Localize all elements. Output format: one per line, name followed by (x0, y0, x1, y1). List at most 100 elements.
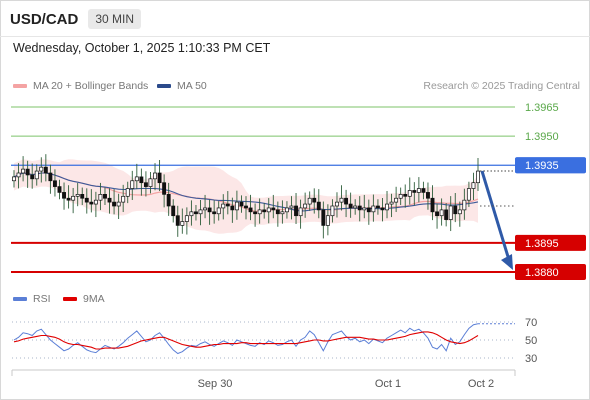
candle (43, 154, 48, 182)
candle-body (448, 205, 453, 220)
candle-body (339, 197, 344, 203)
candle-body (262, 209, 267, 213)
candle-body (198, 209, 203, 215)
candle-body (330, 205, 335, 217)
ma20-swatch (13, 84, 27, 88)
rsi-tick-30: 30 (525, 353, 537, 365)
candle-body (39, 166, 44, 172)
candle (407, 177, 412, 205)
candle (125, 181, 130, 204)
credit-text: Research © 2025 Trading Central (423, 80, 580, 92)
candle-body (476, 170, 480, 184)
candle-body (52, 180, 57, 187)
candle (357, 196, 362, 222)
candle-body (380, 207, 385, 211)
header-divider (0, 36, 590, 37)
candle (439, 198, 444, 226)
candle-body (116, 201, 121, 207)
candle-body (212, 211, 217, 215)
candle-body (143, 182, 148, 187)
candle-body (271, 207, 276, 211)
candle (30, 163, 35, 189)
legend-9ma-label: 9MA (83, 293, 105, 305)
candle-body (57, 186, 62, 193)
candle (121, 184, 126, 213)
forecast-arrow-shaft (480, 170, 511, 261)
candle (444, 203, 449, 227)
candle-body (357, 205, 362, 211)
candle (93, 191, 98, 218)
candle (476, 158, 480, 192)
candle-body (430, 197, 435, 213)
candle-body (457, 209, 462, 215)
candle (335, 192, 339, 218)
candle (257, 198, 262, 224)
candle-body (207, 207, 212, 213)
candle-body (234, 201, 239, 211)
candle-body (462, 199, 467, 211)
candle-body (75, 194, 80, 197)
candle (266, 198, 271, 224)
candle (398, 187, 403, 206)
candle-body (303, 203, 308, 209)
legend-rsi-label: RSI (33, 293, 51, 305)
candle (412, 182, 417, 206)
candle (39, 157, 44, 183)
candle-body (312, 197, 317, 203)
candle (103, 187, 107, 206)
candle (225, 191, 230, 215)
candle-body (121, 195, 126, 203)
candle (198, 199, 203, 226)
candle (25, 160, 30, 188)
candle-body (21, 168, 26, 174)
candle (162, 174, 167, 208)
legend-ma50: MA 50 (157, 80, 207, 92)
candle-body (407, 190, 412, 197)
candle-body (294, 205, 298, 217)
candle (321, 201, 326, 239)
candle (21, 156, 26, 182)
candle (435, 203, 440, 229)
candle (166, 182, 171, 216)
candle (80, 187, 85, 206)
candle-body (43, 166, 48, 174)
candle (453, 192, 458, 223)
candle-body (171, 205, 176, 217)
candle-body (34, 170, 39, 180)
candle (312, 188, 317, 214)
candle (362, 194, 367, 219)
candle-body (453, 205, 458, 215)
candle-body (253, 211, 258, 215)
candle-body (394, 197, 399, 203)
candle-body (84, 197, 89, 203)
candle (148, 172, 153, 194)
candle (416, 177, 421, 203)
candle (325, 204, 330, 236)
candle-body (325, 215, 330, 226)
pivot-label: 1.3935 (525, 160, 559, 172)
candle-body (244, 205, 248, 209)
candle-body (162, 182, 167, 195)
candle (230, 197, 235, 223)
candle (280, 200, 285, 224)
candle-body (366, 207, 371, 213)
candle (75, 182, 80, 207)
candle (239, 195, 244, 213)
candle (84, 188, 89, 214)
candle-body (471, 182, 476, 189)
candle (294, 192, 298, 225)
candle (348, 192, 353, 218)
candle (89, 189, 94, 213)
candle (171, 199, 176, 223)
timeframe-badge[interactable]: 30 MIN (88, 9, 142, 29)
candle-body (348, 203, 353, 209)
candle-body (362, 207, 367, 211)
candle-body (134, 176, 139, 182)
candle (143, 171, 148, 197)
candle (303, 192, 308, 218)
candle-body (130, 180, 135, 189)
candle (353, 199, 358, 215)
candle-body (421, 188, 426, 193)
candle-body (89, 201, 94, 205)
